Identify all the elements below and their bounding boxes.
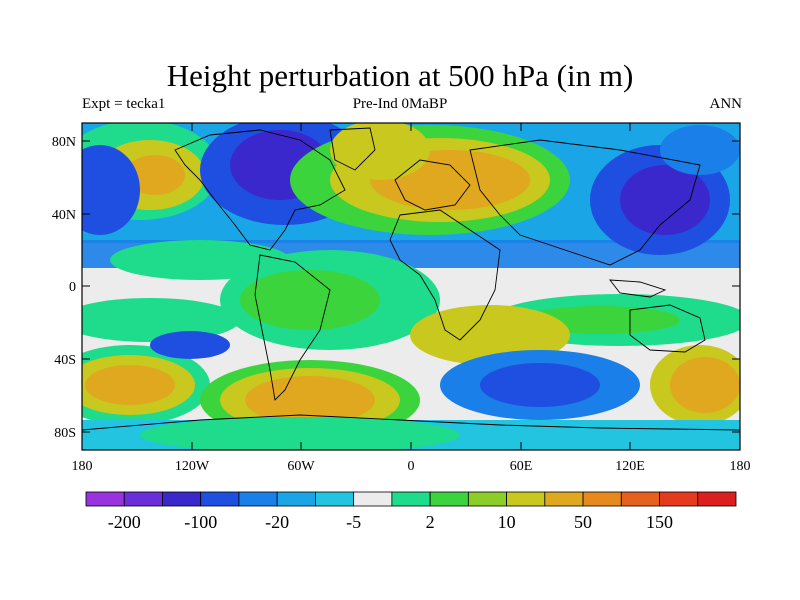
coastlines xyxy=(82,127,740,431)
colorbar-label: -20 xyxy=(265,512,289,532)
coastline-australia xyxy=(629,304,706,353)
lon-label-180w: 180 xyxy=(72,459,93,474)
lat-label-40s: 40S xyxy=(54,353,76,368)
lat-label-80n: 80N xyxy=(52,135,76,150)
plot-title: Height perturbation at 500 hPa (in m) xyxy=(166,58,634,93)
colorbar-box xyxy=(467,491,507,507)
colorbar-box xyxy=(429,491,469,507)
colorbar-box xyxy=(238,491,278,507)
colorbar-box xyxy=(697,491,737,507)
lat-ticks xyxy=(82,140,740,433)
lon-label-120e: 120E xyxy=(615,459,645,474)
colorbar-box xyxy=(544,491,584,507)
coastline-europe xyxy=(394,159,471,211)
colorbar-box xyxy=(391,491,431,507)
subtitle-period: Pre-Ind 0MaBP xyxy=(352,96,448,112)
colorbar-label: 10 xyxy=(498,512,516,532)
colorbar-box xyxy=(620,491,660,507)
lon-ticks xyxy=(191,123,631,450)
colorbar-box xyxy=(123,491,163,507)
lon-label-120w: 120W xyxy=(175,459,210,474)
colorbar-label: 50 xyxy=(574,512,592,532)
colorbar-label: -100 xyxy=(184,512,217,532)
coastline-antarctica xyxy=(82,414,740,431)
lat-label-0: 0 xyxy=(69,280,76,295)
lat-label-40n: 40N xyxy=(52,208,76,223)
lon-label-60e: 60E xyxy=(510,459,533,474)
lon-label-0: 0 xyxy=(408,459,415,474)
coastline-greenland xyxy=(329,127,376,171)
lon-label-60w: 60W xyxy=(287,459,315,474)
subtitle-experiment: Expt = tecka1 xyxy=(82,96,166,112)
colorbar-box xyxy=(200,491,240,507)
lon-label-180e: 180 xyxy=(730,459,751,474)
colorbar-label: 150 xyxy=(646,512,673,532)
subtitle-season: ANN xyxy=(709,96,743,112)
colorbar-label: -5 xyxy=(346,512,361,532)
colorbar-box xyxy=(315,491,355,507)
coastline-africa xyxy=(389,209,501,341)
lat-label-80s: 80S xyxy=(54,426,76,441)
colorbar-box xyxy=(582,491,622,507)
coastline-north-america xyxy=(174,129,346,251)
colorbar-box xyxy=(85,491,125,507)
colorbar-box xyxy=(353,491,393,507)
colorbar-box xyxy=(276,491,316,507)
colorbar: -200 -100 -20 -5 2 10 50 150 xyxy=(85,491,737,532)
colorbar-label: 2 xyxy=(426,512,435,532)
coastline-indonesia xyxy=(609,279,667,298)
colorbar-box xyxy=(506,491,546,507)
coastline-south-america xyxy=(254,254,331,401)
coastline-asia xyxy=(469,139,701,266)
colorbar-label: -200 xyxy=(108,512,141,532)
colorbar-box xyxy=(659,491,699,507)
colorbar-box xyxy=(162,491,202,507)
